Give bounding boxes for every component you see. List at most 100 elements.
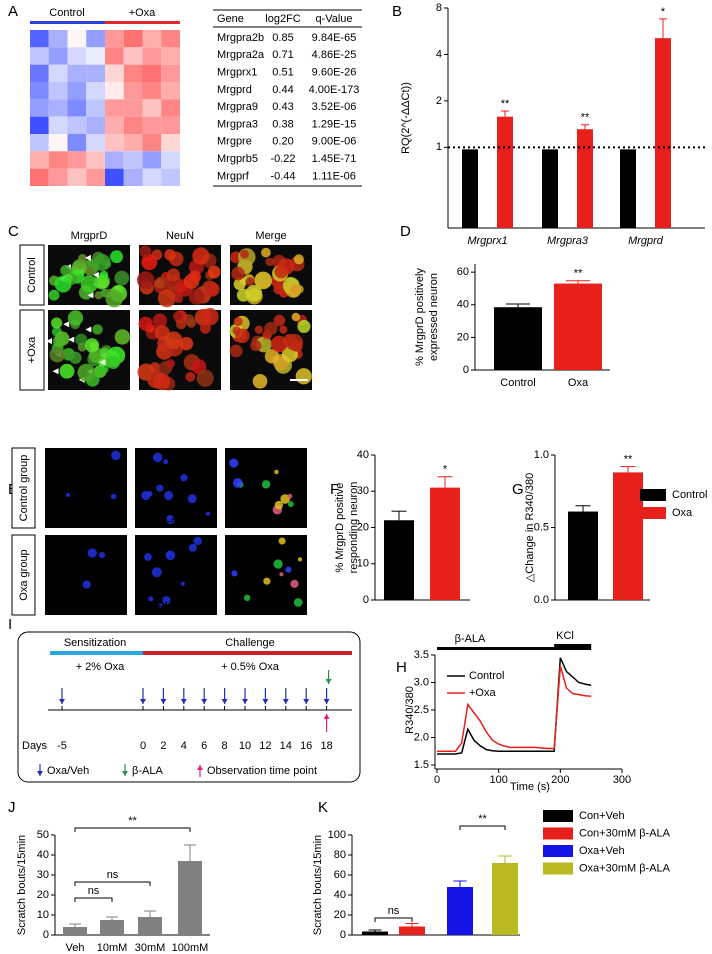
heat-cell [161, 99, 180, 117]
heat-cell [105, 168, 124, 186]
bracket-label: ns [107, 869, 119, 881]
cell [84, 338, 100, 353]
cell [278, 537, 286, 545]
cell [153, 278, 165, 289]
cell [273, 559, 283, 569]
group-bar [105, 21, 180, 24]
cell [87, 548, 97, 558]
cell [152, 452, 163, 463]
bracket-label: ** [478, 813, 487, 825]
micrograph [229, 310, 312, 390]
cell [261, 247, 271, 258]
table-cell: 0.85 [272, 32, 293, 44]
cell [163, 459, 169, 465]
bar [494, 307, 542, 370]
bracket [74, 881, 151, 886]
timeline-legend-label: Oxa/Veh [47, 765, 89, 777]
heat-cell [48, 99, 68, 117]
panel-letter: F [330, 481, 339, 498]
oxa-arrow-head [242, 699, 248, 704]
oxa-arrow-head [282, 699, 289, 704]
heat-cell [105, 47, 124, 65]
cell [179, 336, 194, 351]
heat-cell [86, 99, 105, 117]
x-tick-label: Control [500, 377, 535, 389]
heat-cell [123, 151, 143, 169]
cell [245, 284, 263, 302]
cell [67, 310, 84, 326]
cell [52, 334, 66, 348]
table-cell: 0.20 [272, 136, 293, 148]
cell [77, 342, 87, 352]
table-cell: Mrgpra9 [217, 101, 258, 113]
heat-cell [161, 30, 180, 48]
legend-label: Oxa [672, 507, 693, 519]
cell [167, 268, 180, 282]
heat-cell [161, 47, 180, 65]
table-cell: 9.84E-65 [312, 32, 357, 44]
y-tick-label: 2.5 [414, 704, 429, 716]
bar [178, 861, 202, 935]
heat-cell [105, 30, 124, 48]
legend-swatch [543, 827, 573, 840]
cell [162, 596, 171, 605]
cell [264, 321, 278, 336]
y-axis-label: △Change in R340/380 [524, 473, 536, 582]
x-tick-label: 30mM [135, 942, 166, 954]
cell [82, 580, 91, 589]
bar [554, 283, 602, 370]
image-caption: + KCl [228, 513, 255, 525]
ala-arrow-head [325, 679, 332, 684]
heat-cell [67, 47, 87, 65]
cell [287, 493, 293, 499]
heat-cell [161, 82, 180, 100]
oxa-arrow-head [303, 699, 310, 704]
panel-letter: I [8, 616, 12, 633]
significance: ** [624, 454, 633, 466]
table-cell: Mrgpra2b [217, 32, 264, 44]
cell [106, 355, 121, 370]
heat-cell [142, 30, 162, 48]
legend-label: +Oxa [469, 687, 496, 699]
heat-cell [30, 151, 49, 169]
legend-label: Control [469, 670, 504, 682]
bracket-label: ns [88, 885, 100, 897]
micrograph-bg [225, 535, 307, 615]
bar [362, 931, 388, 935]
day-label: 14 [280, 740, 292, 752]
y-tick-label: 20 [37, 889, 49, 901]
heat-cell [142, 47, 162, 65]
y-axis-label: % MrgprD positively [414, 268, 426, 366]
table-header: log2FC [265, 13, 301, 25]
cell [293, 254, 304, 265]
cell [205, 511, 211, 516]
cell [152, 313, 167, 328]
cell [77, 363, 96, 382]
micrograph-bg [45, 448, 127, 528]
cell [65, 492, 71, 498]
cell [285, 566, 292, 573]
day-label: 16 [300, 740, 312, 752]
heat-cell [30, 116, 49, 134]
cell [229, 344, 243, 358]
significance: ** [581, 112, 590, 124]
arrowhead [99, 359, 106, 366]
heat-cell [86, 168, 105, 186]
bracket [74, 827, 191, 832]
x-tick-label: 200 [551, 774, 569, 786]
heat-cell [123, 116, 143, 134]
cell [174, 294, 184, 304]
y-tick-label: 0 [363, 594, 369, 606]
cell [291, 312, 301, 322]
y-tick-label: 20 [334, 909, 346, 921]
cell [164, 331, 183, 350]
heat-cell [30, 134, 49, 152]
cell [59, 363, 75, 379]
heat-cell [67, 82, 87, 100]
x-tick-label: 100mM [172, 942, 209, 954]
bar [577, 129, 593, 228]
cell [254, 325, 264, 334]
cell [263, 577, 271, 585]
bracket-label: ns [388, 905, 400, 917]
